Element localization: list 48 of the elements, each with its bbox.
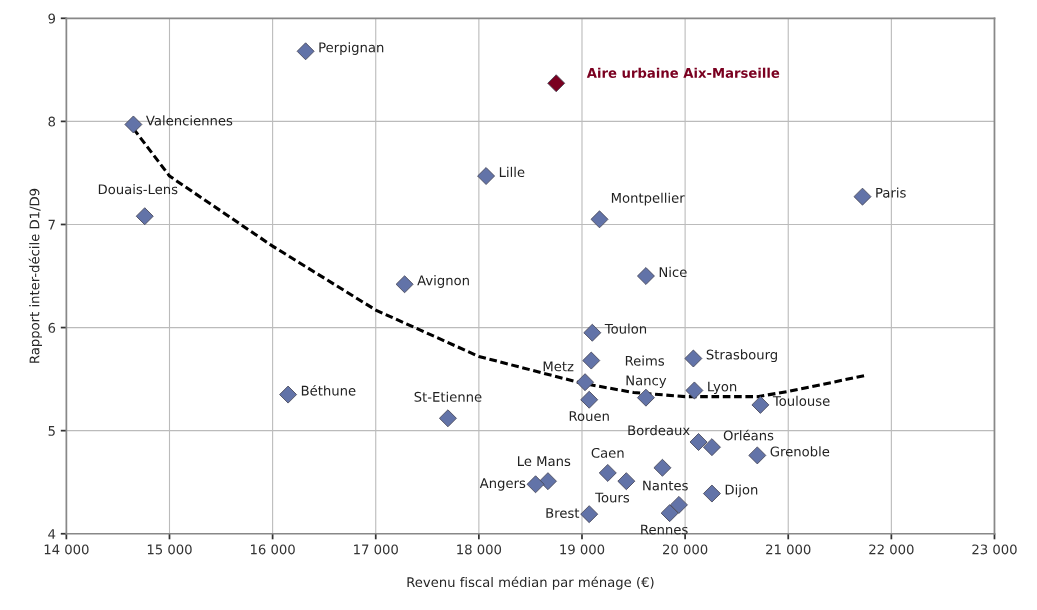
annotation: Strasbourg bbox=[706, 349, 777, 363]
annotation: Caen bbox=[591, 447, 624, 458]
y-tick-label: 6 bbox=[48, 322, 56, 333]
annotation: Avignon bbox=[417, 275, 469, 288]
annotation: Metz bbox=[543, 361, 574, 372]
annotation: Dijon bbox=[725, 484, 758, 498]
x-tick-label: 19 000 bbox=[560, 544, 605, 555]
y-tick-label: 5 bbox=[48, 426, 55, 436]
annotation: Rennes bbox=[641, 524, 688, 535]
y-tick-label: 9 bbox=[48, 13, 56, 24]
x-tick-label: 15 000 bbox=[147, 544, 192, 555]
annotation: Perpignan bbox=[319, 42, 384, 55]
x-tick-label: 18 000 bbox=[457, 544, 502, 555]
annotation: Orléans bbox=[723, 429, 774, 441]
annotation: Le Mans bbox=[518, 456, 571, 467]
annotation: Douais-Lens bbox=[98, 184, 178, 195]
y-tick-label: 4 bbox=[48, 529, 56, 539]
x-tick-label: 17 000 bbox=[354, 544, 398, 555]
annotation: St-Etienne bbox=[414, 391, 482, 402]
y-axis-title: Rapport inter-décile D1/D9 bbox=[28, 188, 42, 363]
annotation: Nancy bbox=[626, 375, 667, 388]
annotation: Brest bbox=[546, 508, 580, 518]
series-label: Aire urbaine Aix-Marseille bbox=[586, 67, 780, 78]
annotation: Lille bbox=[499, 166, 525, 178]
annotation: Paris bbox=[876, 187, 906, 198]
annotation: Valenciennes bbox=[146, 115, 233, 126]
annotation: Grenoble bbox=[770, 446, 830, 457]
x-axis-title: Revenu fiscal médian par ménage (€) bbox=[407, 576, 654, 590]
annotation: Toulouse bbox=[772, 395, 830, 406]
y-tick-label: 8 bbox=[48, 116, 56, 127]
annotation: Nantes bbox=[643, 480, 688, 491]
annotation: Reims bbox=[625, 355, 665, 366]
y-tick-label: 7 bbox=[48, 219, 55, 230]
annotation: Béthune bbox=[301, 384, 356, 396]
x-tick-label: 22 000 bbox=[869, 544, 914, 555]
x-tick-label: 20 000 bbox=[662, 544, 708, 555]
annotation: Nice bbox=[659, 266, 687, 278]
x-tick-label: 16 000 bbox=[250, 544, 295, 555]
annotation: Montpellier bbox=[611, 192, 685, 206]
x-tick-label: 14 000 bbox=[44, 544, 89, 555]
x-tick-label: 23 000 bbox=[972, 544, 1017, 555]
annotation: Tours bbox=[595, 492, 630, 503]
annotation: Rouen bbox=[569, 411, 609, 422]
annotation: Toulon bbox=[604, 323, 647, 334]
annotation: Angers bbox=[479, 478, 526, 491]
x-tick-label: 21 000 bbox=[766, 544, 811, 555]
annotation: Bordeaux bbox=[628, 425, 690, 436]
annotation: Lyon bbox=[708, 381, 737, 395]
